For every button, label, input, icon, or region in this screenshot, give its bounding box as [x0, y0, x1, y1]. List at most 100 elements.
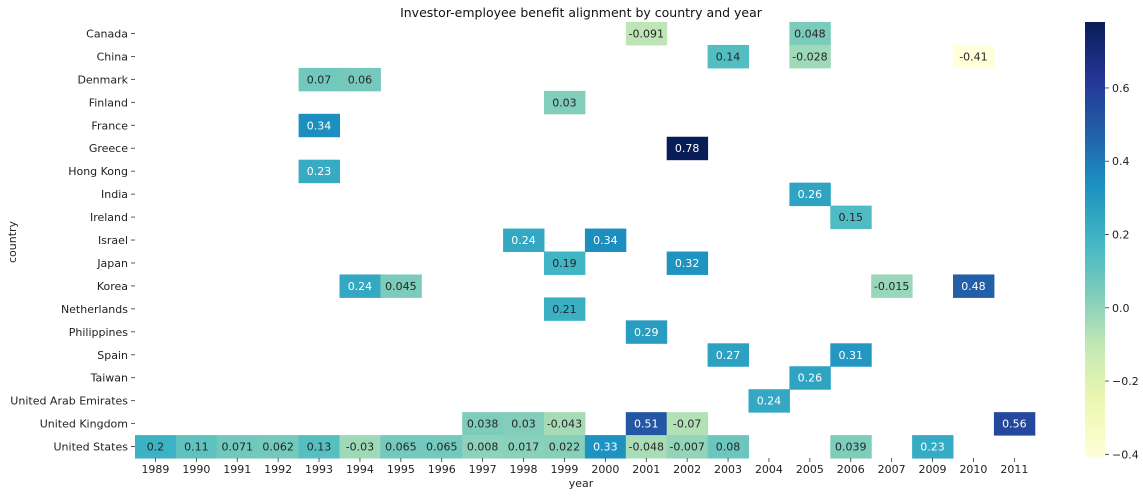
cell-value-label: 0.29 [634, 326, 659, 339]
heatmap-cell [257, 435, 300, 459]
y-tick-label: Philippines [69, 326, 129, 339]
cell-value-label: -0.091 [629, 27, 664, 40]
y-tick-label: United States [54, 441, 129, 454]
x-tick-label: 2009 [919, 463, 947, 476]
y-axis-title: country [6, 220, 19, 263]
cell-value-label: 0.23 [307, 165, 332, 178]
cell-value-label: 0.48 [961, 280, 986, 293]
heatmap-cell [830, 435, 872, 459]
x-tick-label: 2001 [632, 463, 660, 476]
heatmap-cell [666, 136, 709, 161]
colorbar-tick-label: −0.4 [1112, 448, 1139, 461]
cell-value-label: 0.26 [798, 188, 823, 201]
heatmap-cells: -0.091 0.048 0.14 -0.028 -0.41 0.07 0.06 0.03 0.… [135, 22, 1036, 459]
heatmap-cell [584, 435, 627, 459]
heatmap-cell [298, 67, 340, 92]
cell-value-label: 0.14 [716, 50, 741, 63]
heatmap-cell [871, 274, 913, 298]
heatmap-cell [380, 274, 422, 298]
heatmap-cell [503, 435, 545, 459]
cell-value-label: 0.34 [593, 234, 618, 247]
cell-value-label: -0.41 [959, 50, 987, 63]
heatmap-cell [830, 205, 872, 230]
cell-value-label: 0.21 [552, 303, 577, 316]
x-tick-label: 2005 [796, 463, 824, 476]
y-tick-label: Denmark [77, 73, 128, 86]
cell-value-label: -0.03 [346, 441, 374, 454]
cell-value-label: 0.07 [307, 73, 332, 86]
y-tick-label: Taiwan [90, 372, 128, 385]
y-axis-ticks: Canada China Denmark Finland France Greece Hon… [10, 27, 135, 454]
y-tick-label: China [97, 50, 128, 63]
y-tick-label: India [101, 188, 128, 201]
heatmap-cell [503, 412, 545, 436]
cell-value-label: 0.03 [511, 418, 536, 431]
cell-value-label: 0.048 [794, 27, 826, 40]
heatmap-cell [175, 435, 218, 459]
heatmap-cell [625, 320, 668, 344]
y-tick-label: Netherlands [61, 303, 128, 316]
cell-value-label: 0.017 [508, 441, 540, 454]
x-tick-label: 1992 [264, 463, 292, 476]
y-tick-label: Ireland [90, 211, 128, 224]
cell-value-label: 0.008 [467, 441, 499, 454]
y-tick-label: Japan [96, 257, 128, 270]
cell-value-label: 0.062 [262, 441, 294, 454]
y-tick-label: Hong Kong [68, 165, 128, 178]
cell-value-label: 0.31 [839, 349, 864, 362]
x-tick-label: 2003 [714, 463, 742, 476]
heatmap-cell [544, 435, 586, 459]
x-tick-label: 2004 [755, 463, 783, 476]
cell-value-label: 0.065 [426, 441, 458, 454]
x-tick-label: 1991 [223, 463, 251, 476]
x-tick-label: 1995 [387, 463, 415, 476]
heatmap-cell [584, 228, 627, 252]
colorbar-tick-label: 0.6 [1112, 82, 1130, 95]
cell-value-label: 0.15 [839, 211, 864, 224]
colorbar-tick-label: 0.0 [1112, 302, 1130, 315]
heatmap-cell [789, 44, 831, 69]
heatmap-cell [625, 22, 668, 46]
colorbar-tick-label: −0.2 [1112, 375, 1139, 388]
cell-value-label: -0.048 [629, 441, 664, 454]
colorbar-gradient [1085, 22, 1105, 458]
heatmap-cell [380, 435, 422, 459]
heatmap-cell [298, 435, 340, 459]
x-tick-label: 1999 [550, 463, 578, 476]
x-tick-label: 2007 [878, 463, 906, 476]
heatmap-cell [666, 251, 709, 275]
x-tick-label: 2000 [591, 463, 619, 476]
cell-value-label: 0.24 [757, 395, 782, 408]
heatmap-cell [544, 412, 586, 436]
x-tick-label: 1996 [428, 463, 456, 476]
heatmap-cell [625, 412, 668, 436]
heatmap-cell [666, 412, 709, 436]
heatmap-cell [298, 113, 340, 138]
colorbar: −0.4 −0.2 0.0 0.2 0.4 0.6 [1085, 22, 1139, 461]
heatmap-cell [462, 412, 504, 436]
heatmap-cell [339, 435, 381, 459]
y-tick-label: France [91, 119, 128, 132]
cell-value-label: 0.038 [467, 418, 499, 431]
heatmap-cell [993, 412, 1036, 436]
colorbar-tick-label: 0.2 [1112, 229, 1130, 242]
x-tick-label: 1990 [182, 463, 210, 476]
heatmap-cell [912, 435, 954, 459]
cell-value-label: 0.13 [307, 441, 332, 454]
cell-value-label: -0.07 [673, 418, 701, 431]
x-tick-label: 2006 [837, 463, 865, 476]
y-tick-label: United Arab Emirates [10, 395, 128, 408]
heatmap-cell [953, 44, 995, 69]
heatmap-cell [625, 435, 668, 459]
cell-value-label: 0.039 [835, 441, 867, 454]
heatmap-cell [707, 343, 749, 367]
heatmap-cell [339, 274, 381, 298]
heatmap-cell [748, 389, 790, 413]
cell-value-label: 0.071 [222, 441, 254, 454]
x-axis-title: year [569, 477, 594, 490]
cell-value-label: 0.2 [147, 441, 165, 454]
cell-value-label: 0.78 [675, 142, 700, 155]
y-tick-label: United Kingdom [40, 418, 128, 431]
cell-value-label: 0.33 [593, 441, 618, 454]
